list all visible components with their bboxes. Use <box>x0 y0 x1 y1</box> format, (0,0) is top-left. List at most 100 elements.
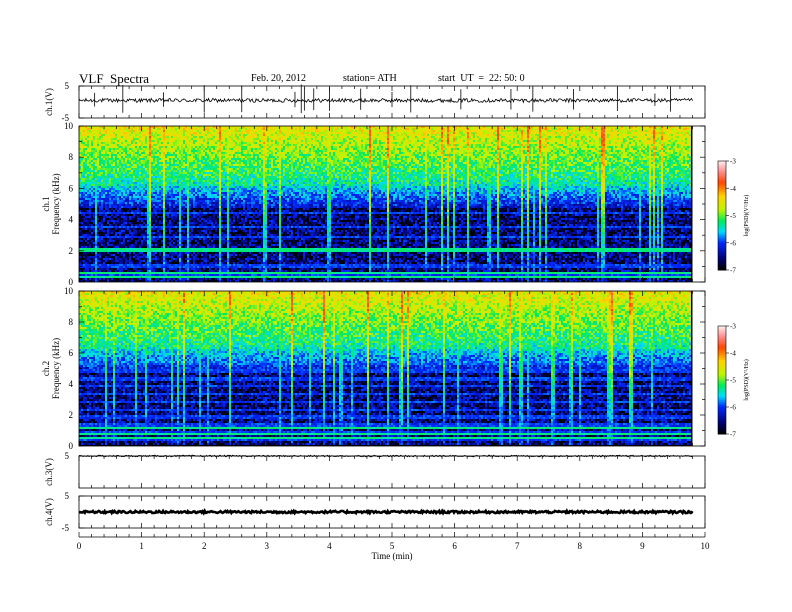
spectrogram-cell <box>195 154 197 156</box>
spectrogram-cell <box>149 252 151 254</box>
spectrogram-cell <box>89 226 91 228</box>
spectrogram-cell <box>153 256 155 258</box>
spectrogram-cell <box>187 248 189 250</box>
spectrogram-cell <box>153 250 155 252</box>
spectrogram-cell <box>149 232 151 234</box>
spectrogram-cell <box>145 238 147 240</box>
spectrogram-cell <box>161 152 163 154</box>
spectrogram-cell <box>93 164 95 166</box>
spectrogram-cell <box>171 208 173 210</box>
spectrogram-cell <box>137 260 139 262</box>
spectrogram-cell <box>85 268 87 270</box>
spectrogram-cell <box>163 230 165 232</box>
spectrogram-cell <box>89 228 91 230</box>
spectrogram-cell <box>171 176 173 178</box>
spectrogram-cell <box>157 138 159 140</box>
spectrogram-cell <box>189 168 191 170</box>
spectrogram-cell <box>169 182 171 184</box>
spectrogram-cell <box>169 158 171 160</box>
spectrogram-cell <box>97 262 99 264</box>
spectrogram-cell <box>135 196 137 198</box>
spectrogram-cell <box>187 256 189 258</box>
spectrogram-cell <box>119 146 121 148</box>
spectrogram-cell <box>79 222 81 224</box>
spectrogram-cell <box>169 202 171 204</box>
spectrogram-cell <box>79 140 81 142</box>
spectrogram-cell <box>183 238 185 240</box>
spectrogram-cell <box>123 264 125 266</box>
spectrogram-cell <box>143 178 145 180</box>
spectrogram-cell <box>155 280 157 282</box>
spectrogram-cell <box>129 162 131 164</box>
spectrogram-cell <box>201 126 203 128</box>
spectrogram-cell <box>161 238 163 240</box>
spectrogram-cell <box>81 160 83 162</box>
spectrogram-cell <box>125 274 127 276</box>
spectrogram-cell <box>137 274 139 276</box>
spectrogram-cell <box>181 130 183 132</box>
spectrogram-cell <box>145 138 147 140</box>
spectrogram-cell <box>133 256 135 258</box>
spectrogram-cell <box>121 156 123 158</box>
spectrogram-cell <box>185 178 187 180</box>
spectrogram-cell <box>89 274 91 276</box>
spectrogram-cell <box>187 246 189 248</box>
spectrogram-cell <box>99 160 101 162</box>
spectrogram-cell <box>109 148 111 150</box>
spectrogram-cell <box>107 242 109 244</box>
spectrogram-cell <box>85 260 87 262</box>
spectrogram-cell <box>161 172 163 174</box>
spectrogram-cell <box>79 128 81 130</box>
spectrogram-cell <box>169 276 171 278</box>
spectrogram-cell <box>107 174 109 176</box>
spectrogram-cell <box>173 230 175 232</box>
spectrogram-cell <box>187 160 189 162</box>
spectrogram-cell <box>129 274 131 276</box>
spectrogram-cell <box>145 128 147 130</box>
spectrogram-cell <box>93 190 95 192</box>
spectrogram-cell <box>167 138 169 140</box>
spectrogram-cell <box>163 156 165 158</box>
spectrogram-cell <box>183 178 185 180</box>
spectrogram-cell <box>141 244 143 246</box>
spectrogram-cell <box>85 186 87 188</box>
spectrogram-cell <box>187 188 189 190</box>
spectrogram-cell <box>115 234 117 236</box>
spectrogram-cell <box>113 198 115 200</box>
spectrogram-cell <box>111 182 113 184</box>
spectrogram-cell <box>181 142 183 144</box>
spectrogram-cell <box>125 260 127 262</box>
spectrogram-cell <box>171 162 173 164</box>
spectrogram-cell <box>125 134 127 136</box>
spectrogram-cell <box>157 262 159 264</box>
spectrogram-cell <box>179 252 181 254</box>
spectrogram-cell <box>87 274 89 276</box>
spectrogram-cell <box>203 236 205 238</box>
spectrogram-cell <box>165 190 167 192</box>
spectrogram-cell <box>177 222 179 224</box>
spectrogram-cell <box>203 178 205 180</box>
spectrogram-cell <box>93 196 95 198</box>
spectrogram-cell <box>107 152 109 154</box>
spectrogram-cell <box>149 224 151 226</box>
spectrogram-cell <box>121 214 123 216</box>
spectrogram-cell <box>135 130 137 132</box>
spectrogram-cell <box>155 270 157 272</box>
spectrogram-cell <box>169 194 171 196</box>
spectrogram-cell <box>91 176 93 178</box>
spectrogram-cell <box>91 174 93 176</box>
spectrogram-cell <box>145 144 147 146</box>
spectrogram-cell <box>165 230 167 232</box>
spectrogram-cell <box>97 204 99 206</box>
spectrogram-cell <box>91 274 93 276</box>
spectrogram-cell <box>187 146 189 148</box>
spectrogram-cell <box>145 208 147 210</box>
spectrogram-cell <box>203 168 205 170</box>
spectrogram-cell <box>209 270 211 272</box>
spectrogram-cell <box>79 272 81 274</box>
spectrogram-cell <box>147 240 149 242</box>
spectrogram-cell <box>127 138 129 140</box>
spectrogram-cell <box>191 174 193 176</box>
spectrogram-cell <box>197 178 199 180</box>
spectrogram-cell <box>155 268 157 270</box>
